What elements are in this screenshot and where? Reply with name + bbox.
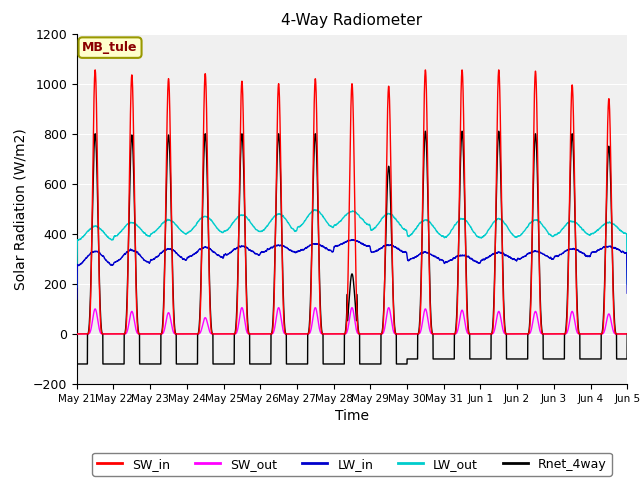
Y-axis label: Solar Radiation (W/m2): Solar Radiation (W/m2) — [13, 128, 27, 289]
Text: MB_tule: MB_tule — [83, 41, 138, 54]
X-axis label: Time: Time — [335, 409, 369, 423]
Title: 4-Way Radiometer: 4-Way Radiometer — [282, 13, 422, 28]
Legend: SW_in, SW_out, LW_in, LW_out, Rnet_4way: SW_in, SW_out, LW_in, LW_out, Rnet_4way — [92, 453, 612, 476]
